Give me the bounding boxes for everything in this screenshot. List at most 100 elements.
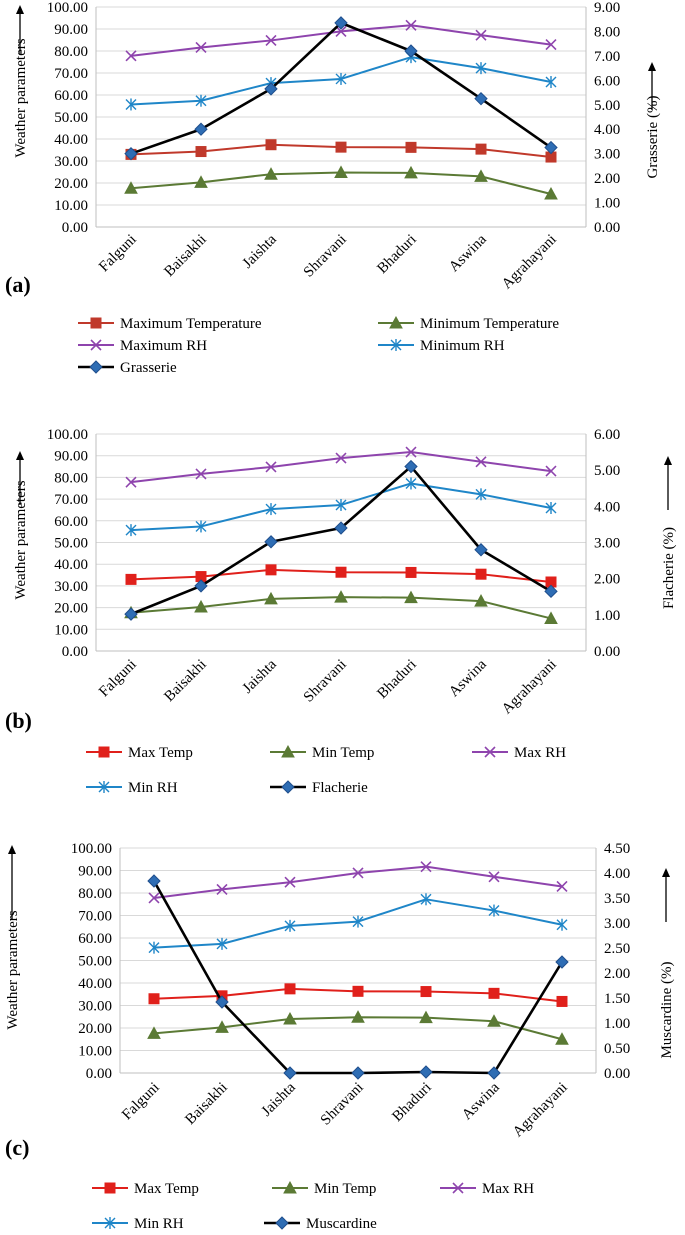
- y-tick-label: 20.00: [54, 176, 88, 192]
- data-point-minimum-rh: [125, 98, 137, 111]
- data-point-min-rh: [545, 501, 557, 514]
- x-tick-label: Aswina: [446, 656, 490, 700]
- data-point-max-temp: [284, 983, 296, 995]
- legend-marker: [104, 1217, 116, 1229]
- data-point-muscardine: [555, 955, 569, 969]
- data-point-max-rh: [265, 461, 277, 473]
- x-tick-label: Shravani: [301, 232, 350, 281]
- legend-label: Max RH: [482, 1181, 534, 1197]
- data-point-maximum-rh: [545, 39, 557, 51]
- y-tick-label: 30.00: [54, 579, 88, 595]
- legend-label: Max Temp: [128, 745, 193, 761]
- y-axis-title: Weather parameters: [13, 480, 29, 599]
- y2-tick-label: 9.00: [594, 0, 620, 16]
- y2-tick-label: 4.00: [594, 122, 620, 138]
- y-tick-label: 10.00: [54, 198, 88, 214]
- legend: Max Temp Min Temp Max RH Min RH Flacherie: [86, 744, 566, 796]
- data-point-muscardine: [487, 1066, 501, 1080]
- data-point-grasserie: [544, 140, 558, 155]
- y2-tick-label: 6.00: [594, 73, 620, 89]
- data-point-maximum-temperature: [475, 143, 487, 155]
- y2-tick-label: 4.50: [604, 841, 630, 857]
- data-point-min-temp: [419, 1010, 433, 1024]
- data-point-muscardine: [419, 1065, 433, 1079]
- y2-tick-label: 0.50: [604, 1041, 630, 1057]
- data-point-maximum-rh: [125, 50, 137, 62]
- data-point-grasserie: [404, 44, 418, 58]
- legend-marker: [389, 315, 403, 329]
- y2-tick-label: 1.00: [594, 196, 620, 212]
- legend-label: Max Temp: [134, 1181, 199, 1197]
- series-line-muscardine: [152, 880, 564, 1075]
- data-point-minimum-temperature: [194, 175, 208, 188]
- panel-label: (b): [5, 708, 32, 733]
- legend-marker: [90, 317, 102, 329]
- data-point-flacherie: [194, 579, 208, 593]
- y2-tick-label: 1.00: [594, 608, 620, 624]
- y-tick-label: 0.00: [62, 644, 88, 660]
- data-point-max-rh: [195, 468, 207, 480]
- y2-axis-arrow-head: [662, 868, 670, 877]
- y-tick-label: 90.00: [54, 22, 88, 38]
- data-point-min-temp: [487, 1014, 501, 1027]
- x-tick-label: Baisakhi: [161, 657, 209, 705]
- data-point-muscardine: [283, 1066, 297, 1080]
- y2-tick-label: 4.00: [594, 499, 620, 515]
- legend: Maximum Temperature Minimum Temperature Ma…: [78, 315, 559, 376]
- x-tick-label: Agrahayani: [510, 1080, 571, 1141]
- data-point-max-temp: [148, 993, 160, 1005]
- y2-tick-label: 3.00: [594, 536, 620, 552]
- panel-label: (a): [5, 272, 31, 297]
- y2-tick-label: 3.50: [604, 891, 630, 907]
- data-point-max-temp: [265, 564, 277, 576]
- data-point-flacherie: [404, 459, 418, 474]
- data-point-minimum-temperature: [264, 167, 278, 180]
- data-point-max-rh: [556, 880, 568, 893]
- data-point-min-rh: [284, 919, 296, 932]
- y-tick-label: 10.00: [78, 1044, 112, 1060]
- y-tick-label: 70.00: [54, 492, 88, 508]
- y2-tick-label: 7.00: [594, 49, 620, 65]
- legend-label: Maximum Temperature: [120, 316, 262, 332]
- data-point-min-temp: [147, 1026, 161, 1039]
- data-point-maximum-temperature: [335, 141, 347, 153]
- data-point-max-rh: [125, 476, 137, 488]
- data-point-min-temp: [283, 1011, 297, 1025]
- legend-label: Min Temp: [314, 1181, 376, 1197]
- x-tick-label: Jaishta: [259, 1079, 299, 1119]
- legend-marker: [98, 746, 110, 758]
- y2-axis-title: Flacherie (%): [661, 527, 677, 609]
- y2-tick-label: 5.00: [594, 98, 620, 114]
- data-point-flacherie: [474, 543, 488, 557]
- y-axis-arrow-head: [8, 845, 16, 854]
- data-point-minimum-temperature: [474, 169, 488, 182]
- x-tick-label: Aswina: [459, 1079, 503, 1123]
- data-point-min-temp: [544, 611, 558, 624]
- data-point-grasserie: [264, 82, 278, 96]
- y2-axis-title: Muscardine (%): [659, 961, 675, 1058]
- legend-label: Muscardine: [306, 1216, 377, 1232]
- data-point-minimum-rh: [545, 76, 557, 89]
- legend-label: Minimum RH: [420, 338, 505, 354]
- data-point-min-rh: [265, 503, 277, 516]
- data-point-flacherie: [124, 607, 138, 621]
- y2-axis-arrow-head: [664, 456, 672, 465]
- data-point-muscardine: [147, 874, 161, 888]
- data-point-max-temp: [125, 573, 137, 585]
- legend-marker: [390, 339, 402, 351]
- data-point-max-temp: [335, 566, 347, 578]
- data-point-grasserie: [194, 122, 208, 136]
- y-tick-label: 60.00: [54, 88, 88, 104]
- data-point-grasserie: [334, 16, 348, 30]
- x-tick-label: Falguni: [119, 1080, 163, 1124]
- data-point-min-temp: [215, 1020, 229, 1033]
- y-axis-arrow-head: [16, 451, 24, 460]
- y-tick-label: 0.00: [62, 220, 88, 236]
- x-tick-label: Agrahayani: [499, 232, 560, 293]
- x-tick-label: Jaishta: [240, 231, 280, 271]
- legend: Max Temp Min Temp Max RH Min RH Muscardine: [92, 1180, 534, 1232]
- data-point-min-rh: [352, 915, 364, 928]
- data-point-min-rh: [556, 918, 568, 931]
- y2-tick-label: 3.00: [594, 147, 620, 163]
